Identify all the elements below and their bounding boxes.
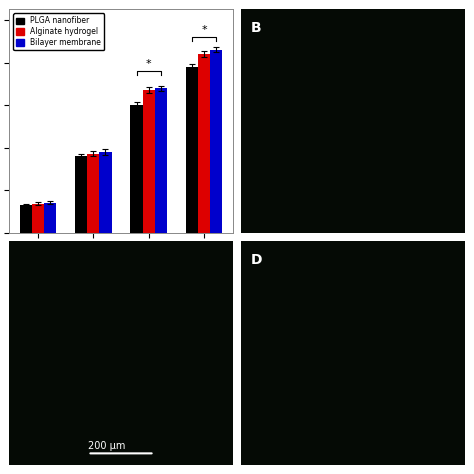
Bar (155, 88, 167, 233)
Bar (32, 204, 44, 233)
Bar (130, 105, 143, 233)
Bar (210, 50, 222, 233)
Legend: PLGA nanofiber, Alginate hydrogel, Bilayer membrane: PLGA nanofiber, Alginate hydrogel, Bilay… (13, 13, 104, 50)
Text: B: B (250, 21, 261, 35)
Bar (100, 152, 111, 233)
Bar (75, 156, 87, 233)
Bar (143, 90, 155, 233)
Bar (198, 54, 210, 233)
Bar (186, 67, 198, 233)
Bar (19, 205, 32, 233)
Bar (87, 154, 100, 233)
Text: *: * (201, 25, 207, 35)
Text: *: * (146, 59, 152, 69)
Text: 200 μm: 200 μm (88, 441, 125, 451)
X-axis label: Culture time/Days: Culture time/Days (77, 258, 165, 268)
Text: D: D (250, 253, 262, 266)
Bar (44, 203, 56, 233)
